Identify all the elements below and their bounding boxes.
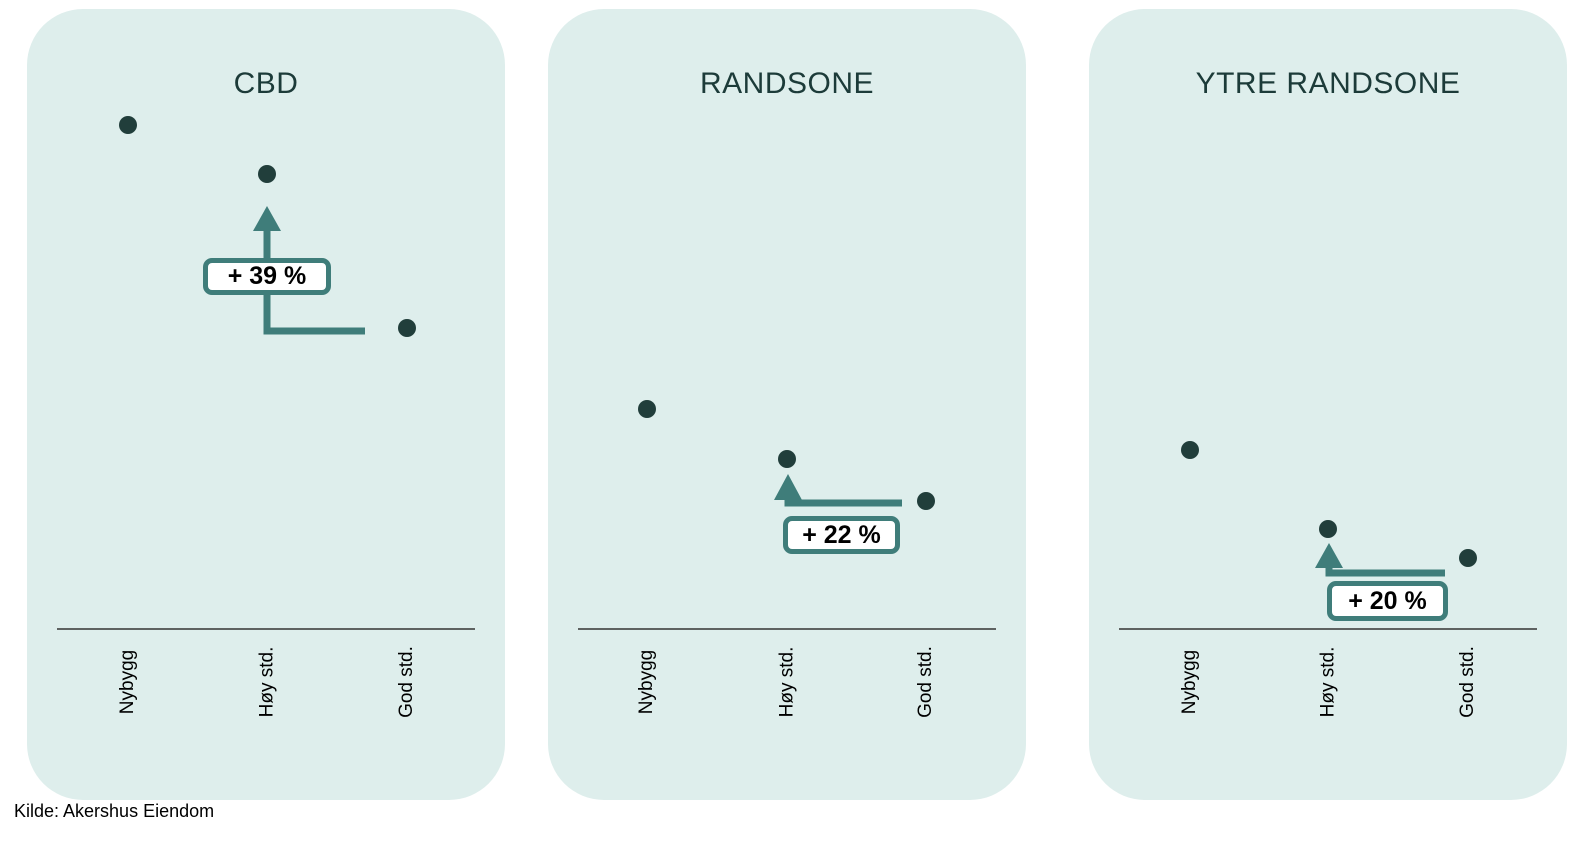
data-point xyxy=(1319,520,1337,538)
scatter-plot xyxy=(57,116,475,630)
change-arrow-line xyxy=(1325,565,1445,577)
data-point xyxy=(1459,549,1477,567)
percent-annotation-label: + 22 % xyxy=(802,520,881,549)
data-point xyxy=(398,319,416,337)
change-arrow-head xyxy=(774,474,802,500)
change-arrow-head xyxy=(253,206,281,231)
data-point xyxy=(778,450,796,468)
percent-annotation-label: + 39 % xyxy=(227,262,307,290)
data-point xyxy=(917,492,935,510)
scatter-plot xyxy=(1119,441,1537,630)
percent-annotation: + 39 % xyxy=(203,258,331,295)
percent-annotation: + 22 % xyxy=(783,516,900,554)
panel-title: CBD xyxy=(233,67,299,100)
source-note: Kilde: Akershus Eiendom xyxy=(14,801,215,821)
scatter-plot xyxy=(578,400,996,630)
percent-annotation: + 20 % xyxy=(1327,581,1448,621)
data-point xyxy=(1181,441,1199,459)
data-point xyxy=(119,116,137,134)
change-arrow-line xyxy=(784,499,902,507)
panel-cbd: CBD Nybygg Høy std. God std. + 39 % xyxy=(27,9,505,800)
panel-ytre-randsone: YTRE RANDSONE Nybygg Høy std. God std. +… xyxy=(1089,9,1567,800)
data-point xyxy=(638,400,656,418)
change-arrow-head xyxy=(1315,543,1343,568)
percent-annotation-label: + 20 % xyxy=(1348,586,1427,615)
panel-title: YTRE RANDSONE xyxy=(1195,67,1461,100)
panel-title: RANDSONE xyxy=(699,67,875,100)
panel-randsone: RANDSONE Nybygg Høy std. God std. + 22 % xyxy=(548,9,1026,800)
data-point xyxy=(258,165,276,183)
